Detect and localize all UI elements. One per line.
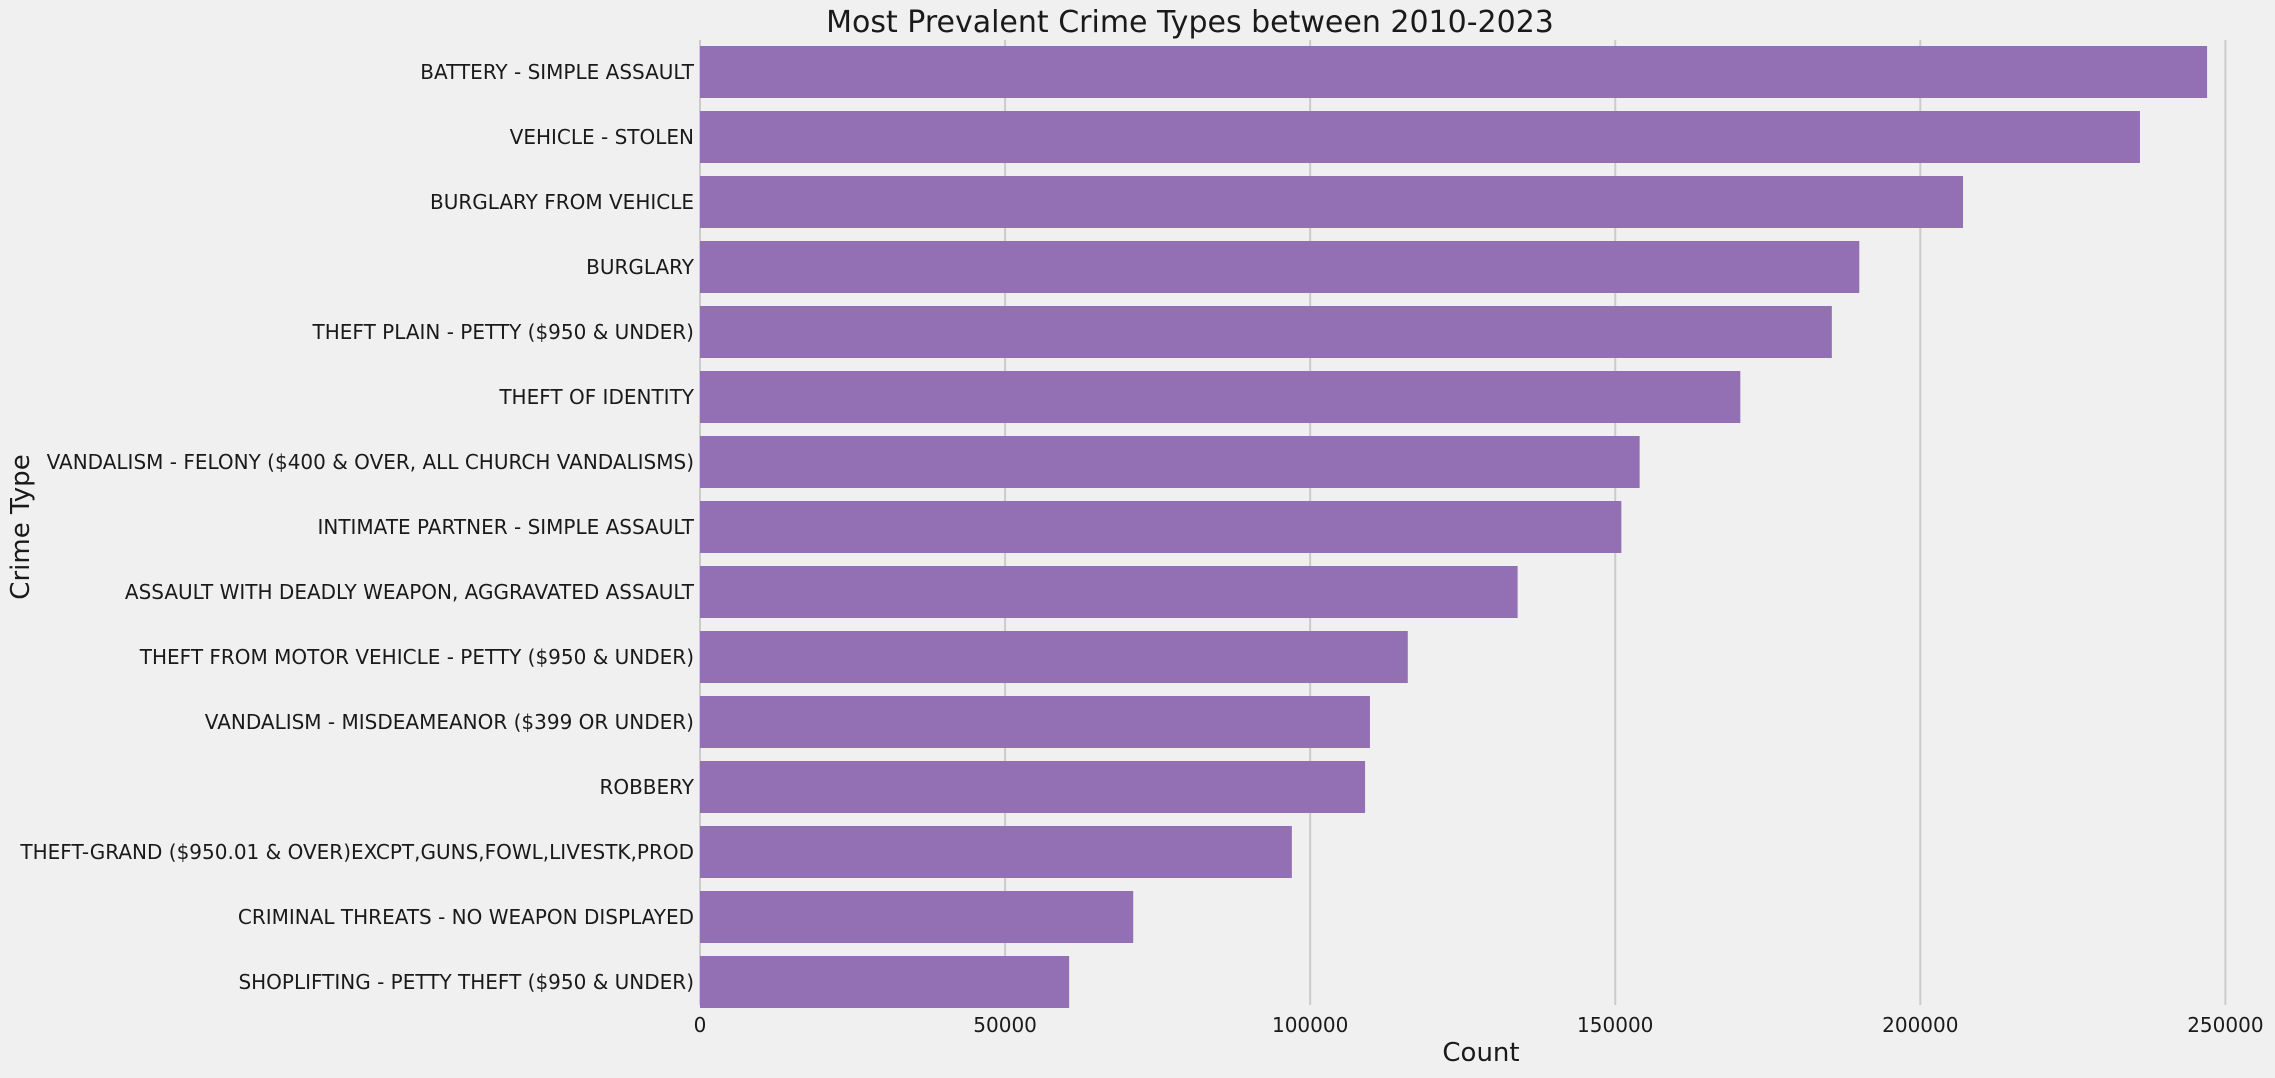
category-label: BURGLARY FROM VEHICLE [430,190,694,214]
category-label: THEFT OF IDENTITY [498,385,694,409]
bar [700,176,1964,228]
x-tick-label: 50000 [973,1013,1037,1037]
x-tick-label: 0 [694,1013,707,1037]
chart-title: Most Prevalent Crime Types between 2010-… [826,5,1554,40]
bar [700,891,1134,943]
category-label: THEFT-GRAND ($950.01 & OVER)EXCPT,GUNS,F… [19,840,694,864]
category-label: VANDALISM - MISDEAMEANOR ($399 OR UNDER) [205,710,694,734]
bar [700,566,1518,618]
bar [700,46,2208,98]
bar [700,241,1860,293]
bar [700,761,1366,813]
bar [700,371,1741,423]
bar [700,826,1292,878]
x-tick-labels: 0 50000 100000 150000 200000 250000 [694,1013,2264,1037]
category-labels: BATTERY - SIMPLE ASSAULT VEHICLE - STOLEN… [19,60,694,994]
bar-layer [700,46,2208,1008]
category-label: ROBBERY [599,775,694,799]
bar [700,306,1832,358]
category-label: BURGLARY [586,255,695,279]
x-tick-label: 100000 [1272,1013,1348,1037]
x-tick-label: 200000 [1882,1013,1958,1037]
category-label: ASSAULT WITH DEADLY WEAPON, AGGRAVATED A… [125,580,695,604]
x-axis-title: Count [1442,1038,1519,1068]
category-label: BATTERY - SIMPLE ASSAULT [420,60,695,84]
bar [700,696,1370,748]
bar [700,436,1640,488]
bar [700,631,1408,683]
category-label: SHOPLIFTING - PETTY THEFT ($950 & UNDER) [238,970,694,994]
category-label: CRIMINAL THREATS - NO WEAPON DISPLAYED [238,905,694,929]
category-label: THEFT PLAIN - PETTY ($950 & UNDER) [312,320,694,344]
category-label: INTIMATE PARTNER - SIMPLE ASSAULT [317,515,694,539]
bar [700,111,2140,163]
category-label: VEHICLE - STOLEN [510,125,694,149]
x-tick-label: 250000 [2187,1013,2263,1037]
y-axis-title: Crime Type [6,454,36,599]
bar [700,501,1622,553]
x-tick-label: 150000 [1577,1013,1653,1037]
category-label: THEFT FROM MOTOR VEHICLE - PETTY ($950 &… [139,645,694,669]
bar [700,956,1070,1008]
category-label: VANDALISM - FELONY ($400 & OVER, ALL CHU… [47,450,694,474]
